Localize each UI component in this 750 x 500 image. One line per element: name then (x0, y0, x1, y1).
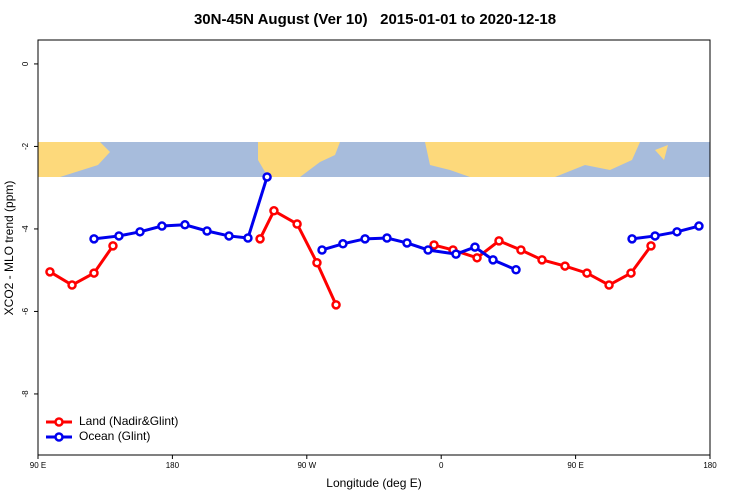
y-tick-label: -8 (21, 390, 30, 398)
point (537, 255, 547, 265)
y-tick-label: -6 (21, 307, 30, 315)
series-line (49, 208, 653, 306)
point (269, 206, 279, 216)
point (423, 245, 433, 255)
point (429, 240, 439, 250)
plot-frame (37, 39, 711, 456)
point (255, 234, 265, 244)
legend-label: Ocean (Glint) (79, 429, 150, 443)
point (560, 261, 570, 271)
y-tick-label: 0 (21, 61, 30, 66)
x-tick-label: 180 (703, 461, 717, 470)
point (89, 268, 99, 278)
point (317, 245, 327, 255)
point (114, 231, 124, 241)
map-land (655, 145, 668, 160)
point (338, 239, 348, 249)
legend-label: Land (Nadir&Glint) (79, 414, 178, 428)
legend-marker (54, 417, 64, 427)
x-tick-label: 180 (166, 461, 180, 470)
point (262, 172, 272, 182)
point (694, 221, 704, 231)
point (108, 241, 118, 251)
point (243, 233, 253, 243)
y-tick-label: -2 (21, 142, 30, 150)
point (604, 280, 614, 290)
point (89, 234, 99, 244)
map-land (425, 142, 640, 177)
point (45, 267, 55, 277)
point (488, 255, 498, 265)
point (472, 253, 482, 263)
point (402, 238, 412, 248)
point (451, 249, 461, 259)
map-land (38, 142, 110, 177)
x-tick-label: 90 W (297, 461, 316, 470)
point (224, 231, 234, 241)
map-band (38, 142, 710, 177)
point (360, 234, 370, 244)
point (627, 234, 637, 244)
point (470, 242, 480, 252)
point (582, 268, 592, 278)
point (382, 233, 392, 243)
point (67, 280, 77, 290)
point (292, 219, 302, 229)
y-axis-label: XCO2 - MLO trend (ppm) (2, 181, 16, 316)
x-tick-label: 0 (439, 461, 444, 470)
point (157, 221, 167, 231)
legend-marker (54, 432, 64, 442)
point (331, 300, 341, 310)
x-tick-label: 90 E (30, 461, 46, 470)
point (312, 258, 322, 268)
x-axis-label: Longitude (deg E) (326, 476, 421, 490)
y-tick-label: -4 (21, 225, 30, 233)
point (511, 265, 521, 275)
point (672, 227, 682, 237)
point (650, 231, 660, 241)
point (180, 220, 190, 230)
point (516, 245, 526, 255)
point (646, 241, 656, 251)
point (494, 236, 504, 246)
map-land (258, 142, 340, 177)
point (626, 268, 636, 278)
point (202, 226, 212, 236)
chart-title: 30N-45N August (Ver 10) 2015-01-01 to 20… (194, 11, 556, 28)
x-tick-label: 90 E (567, 461, 583, 470)
point (135, 227, 145, 237)
